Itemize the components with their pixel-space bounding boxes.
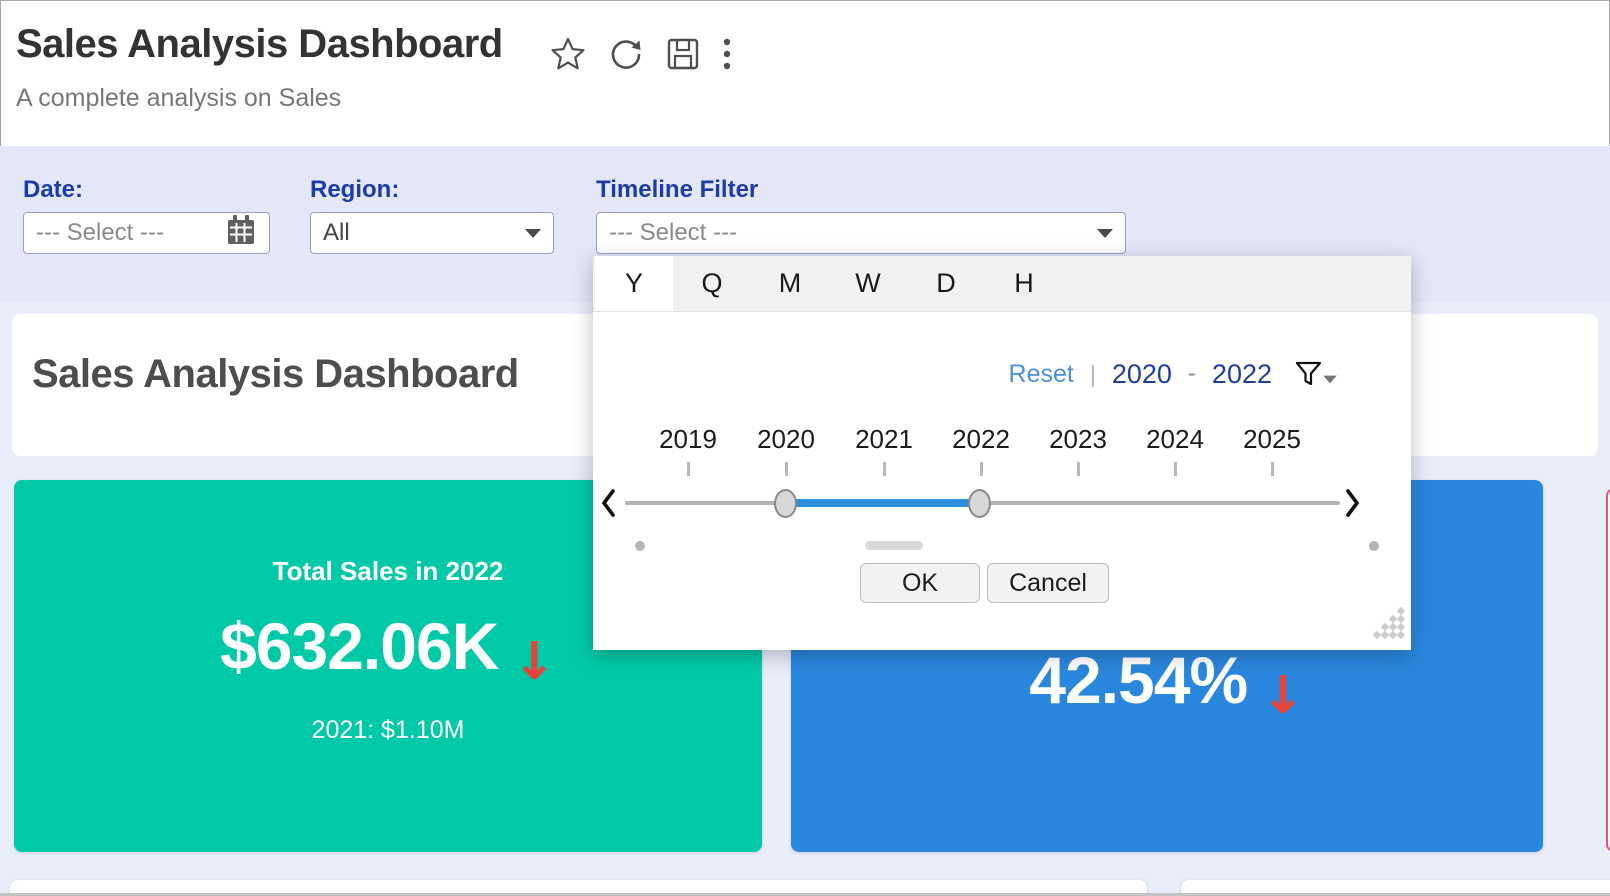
tab-year[interactable]: Y [595,256,673,311]
chevron-right-icon [1346,489,1360,517]
favorite-button[interactable] [550,36,586,72]
resize-grip-icon [1372,606,1406,640]
trend-down-icon: ↓ [1261,666,1305,726]
timeline-filter-label: Timeline Filter [596,176,759,203]
header-toolbar [550,34,732,74]
year-tick [1271,462,1274,476]
filter-funnel-button[interactable] [1294,360,1340,388]
year-label: 2019 [659,424,717,454]
range-dash: - [1187,360,1196,387]
timeline-slider-selected-range[interactable] [786,499,980,507]
date-filter-label: Date: [23,176,84,203]
year-label: 2020 [757,424,815,454]
date-filter-value: --- Select --- [36,219,164,246]
year-tick [1174,462,1177,476]
year-tick [785,462,788,476]
funnel-icon [1295,361,1322,386]
region-filter-select[interactable]: All [310,212,554,254]
page-subtitle: A complete analysis on Sales [16,84,342,112]
tab-week[interactable]: W [855,268,881,298]
save-icon [667,38,699,70]
year-label: 2021 [855,424,913,454]
kpi-title: Total Sales in 2022 [272,556,504,586]
range-start-year[interactable]: 2020 [1111,358,1172,389]
trend-down-icon: ↓ [512,632,556,692]
partial-card-bottom-right [1181,880,1610,896]
tab-day[interactable]: D [936,268,956,298]
cancel-button[interactable]: Cancel [987,563,1109,603]
slider-handle-end[interactable] [968,489,991,518]
chevron-down-icon [525,228,541,238]
date-filter-input[interactable]: --- Select --- [23,212,270,254]
chevron-down-icon [1323,375,1337,384]
partial-card-right [1606,488,1610,852]
slider-handle-start[interactable] [774,489,797,518]
range-summary-row: Reset | 2020 - 2022 [1009,356,1340,392]
tab-quarter[interactable]: Q [701,268,723,298]
timeline-filter-value: --- Select --- [609,219,737,246]
save-button[interactable] [666,37,700,71]
kpi-value: $632.06K [220,609,499,683]
separator: | [1089,360,1096,387]
ok-button[interactable]: OK [860,563,980,603]
year-label: 2025 [1243,424,1301,454]
page-title: Sales Analysis Dashboard [16,22,503,66]
range-limit-dot-right [1369,541,1379,551]
region-filter-label: Region: [310,176,400,203]
slider-next-button[interactable] [1344,487,1361,524]
slider-scrollbar-thumb[interactable] [865,541,923,550]
slider-prev-button[interactable] [600,487,617,524]
partial-card-bottom-left [10,880,1147,896]
range-limit-dot-left [635,541,645,551]
calendar-icon[interactable] [225,214,257,253]
kpi-value: 42.54% [1029,643,1248,717]
chevron-left-icon [601,489,615,517]
resize-handle[interactable] [1372,606,1406,644]
year-tick [980,462,983,476]
star-icon [551,37,585,70]
year-label: 2024 [1146,424,1204,454]
refresh-icon [611,40,641,69]
tab-hour[interactable]: H [1014,268,1034,298]
range-end-year[interactable]: 2022 [1211,358,1272,389]
timeline-filter-popup: Y Q M W D H Reset | 2020 - 2022 2019 202… [593,256,1411,650]
year-tick [1077,462,1080,476]
chevron-down-icon [1097,228,1113,238]
kebab-menu-icon [723,38,731,70]
granularity-tab-strip: Y Q M W D H [593,256,1411,312]
reset-link[interactable]: Reset [1008,359,1074,388]
refresh-button[interactable] [608,36,644,72]
year-tick [687,462,690,476]
section-title: Sales Analysis Dashboard [32,352,519,396]
timeline-filter-select[interactable]: --- Select --- [596,212,1126,254]
window-bottom-edge [0,893,1610,896]
more-options-button[interactable] [722,36,732,72]
year-tick [883,462,886,476]
region-filter-value: All [323,219,350,246]
year-label: 2022 [952,424,1010,454]
tab-month[interactable]: M [778,268,802,298]
year-label: 2023 [1049,424,1107,454]
kpi-comparison: 2021: $1.10M [311,716,465,744]
